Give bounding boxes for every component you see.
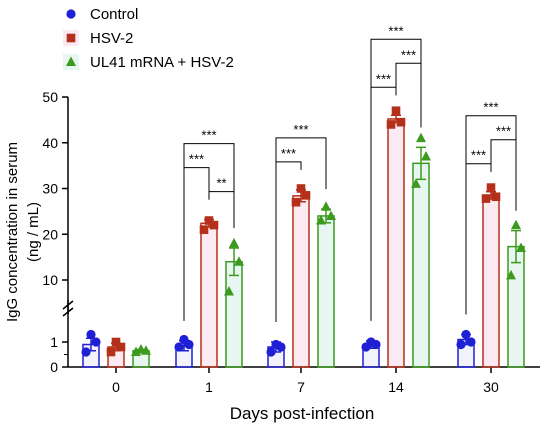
- y-axis-label-line2: (ng / mL): [25, 202, 42, 262]
- data-point-triangle: [411, 178, 421, 188]
- data-point-square: [209, 220, 219, 230]
- bar: [317, 215, 335, 368]
- data-point-circle: [86, 329, 96, 340]
- data-point-square: [111, 337, 121, 347]
- bars: [82, 114, 525, 368]
- data-point-circle: [81, 347, 91, 357]
- significance-brackets: ********************************: [183, 23, 517, 322]
- data-point-square: [391, 106, 401, 116]
- y-tick-label: 50: [42, 89, 58, 105]
- significance-label: ***: [388, 23, 403, 38]
- significance-label: ***: [471, 148, 486, 163]
- legend-label: Control: [90, 6, 138, 23]
- data-point-square: [486, 183, 496, 192]
- data-point-triangle: [506, 269, 516, 280]
- bar: [507, 245, 525, 368]
- bar: [387, 118, 405, 368]
- data-point-square: [204, 216, 214, 225]
- data-point-triangle: [421, 150, 431, 161]
- data-point-circle: [174, 342, 184, 352]
- y-tick-label: 40: [42, 135, 58, 151]
- data-point-square: [66, 33, 76, 43]
- significance-label: **: [216, 176, 226, 191]
- legend-label: UL41 mRNA + HSV-2: [90, 54, 234, 71]
- significance-label: ***: [281, 146, 296, 161]
- axis-break-mark: [62, 307, 74, 317]
- data-point-circle: [91, 337, 101, 347]
- significance-label: ***: [189, 152, 204, 167]
- data-point-triangle: [131, 346, 141, 356]
- bar: [200, 222, 218, 368]
- significance-bracket: [370, 38, 422, 321]
- y-tick-label: 30: [42, 181, 58, 197]
- data-point-square: [386, 120, 396, 129]
- data-point-triangle: [511, 219, 521, 230]
- data-point-triangle: [234, 256, 244, 266]
- data-point-circle: [466, 337, 476, 347]
- x-tick-label: 30: [483, 379, 499, 395]
- axis-break-mark: [62, 300, 74, 310]
- significance-label: ***: [401, 47, 416, 62]
- x-tick-label: 7: [297, 379, 305, 395]
- legend: Control HSV-2 UL41 mRNA + HSV-2: [63, 6, 234, 71]
- data-points: [81, 106, 526, 357]
- significance-label: ***: [376, 71, 391, 86]
- legend-label: HSV-2: [90, 30, 133, 47]
- y-tick-label: 10: [42, 272, 58, 288]
- data-point-triangle: [66, 56, 76, 66]
- bar: [482, 194, 500, 368]
- y-tick-label: 20: [42, 226, 58, 242]
- data-point-square: [116, 342, 126, 352]
- y-tick-label: 1: [50, 334, 58, 350]
- data-point-triangle: [224, 285, 234, 296]
- data-point-circle: [266, 347, 276, 357]
- x-tick-label: 14: [388, 379, 404, 395]
- significance-bracket: [183, 143, 235, 321]
- data-point-triangle: [416, 132, 426, 143]
- y-axis-label-line1: IgG concentration in serum: [4, 142, 21, 322]
- axes: 0 1 10 20 30 40 50 0 1 7 14 30: [42, 89, 540, 395]
- data-point-circle: [66, 9, 76, 19]
- data-point-triangle: [136, 344, 146, 354]
- significance-label: ***: [496, 124, 511, 139]
- x-tick-label: 1: [205, 379, 213, 395]
- data-point-triangle: [321, 201, 331, 211]
- data-point-circle: [456, 339, 466, 350]
- x-tick-label: 0: [112, 379, 120, 395]
- bar: [225, 260, 243, 368]
- data-point-square: [491, 192, 501, 202]
- significance-bracket: [395, 62, 422, 128]
- data-point-square: [296, 184, 306, 193]
- significance-bracket: [465, 115, 517, 315]
- significance-label: ***: [483, 100, 498, 115]
- bar: [292, 195, 310, 368]
- data-point-triangle: [326, 210, 336, 220]
- data-point-square: [199, 225, 209, 234]
- data-point-square: [301, 191, 311, 200]
- significance-bracket: [275, 137, 327, 322]
- bar: [412, 162, 430, 368]
- data-point-triangle: [229, 237, 239, 248]
- data-point-triangle: [516, 242, 526, 252]
- data-point-circle: [461, 329, 471, 340]
- data-point-square: [291, 197, 301, 207]
- data-point-square: [396, 117, 406, 127]
- y-tick-label: 0: [50, 359, 58, 375]
- data-point-circle: [271, 339, 281, 350]
- data-point-circle: [366, 337, 376, 347]
- significance-label: ***: [201, 128, 216, 143]
- data-point-square: [481, 194, 491, 203]
- data-point-square: [106, 347, 116, 357]
- x-axis-label: Days post-infection: [230, 404, 375, 423]
- data-point-triangle: [316, 215, 326, 225]
- data-point-circle: [179, 334, 189, 345]
- significance-label: ***: [293, 122, 308, 137]
